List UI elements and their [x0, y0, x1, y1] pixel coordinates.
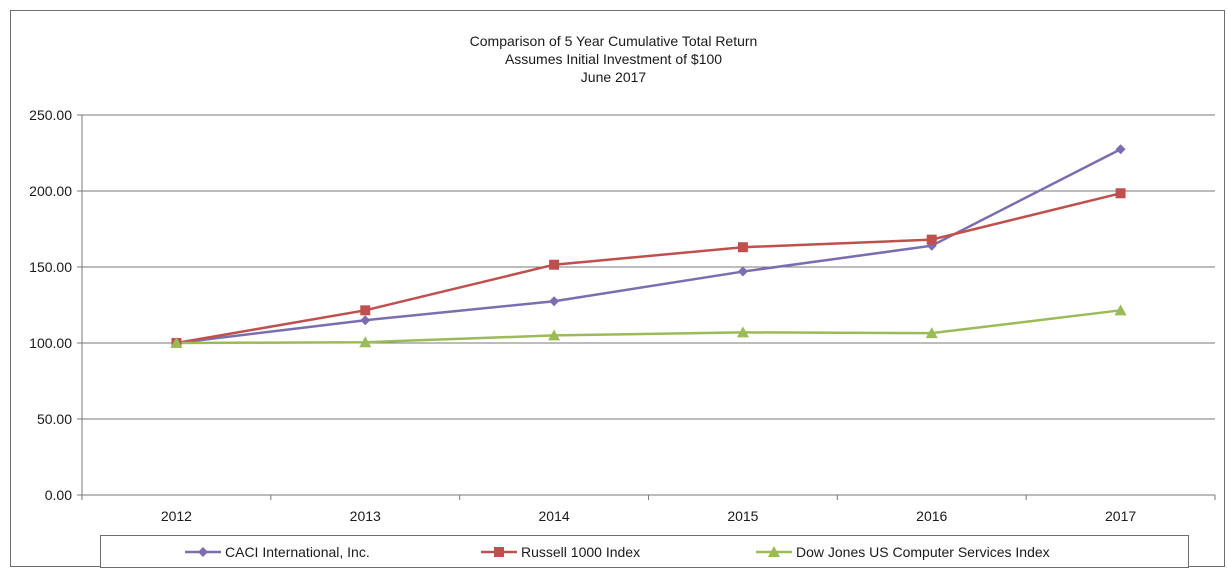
series-1-point-2014: [549, 259, 560, 270]
series-2-point-2015: [736, 326, 749, 338]
series-2-point-2013: [359, 336, 372, 348]
series-1-point-2016: [926, 234, 937, 245]
chart-subtitle-line-2: June 2017: [580, 69, 647, 85]
legend-marker-0: [198, 546, 208, 557]
y-tick-label-5: 250.00: [29, 107, 72, 123]
series-2-point-2012: [170, 337, 183, 348]
x-tick-label-2014: 2014: [539, 508, 570, 524]
legend-item-0: CACI International, Inc.: [185, 536, 370, 567]
series-1-point-2015: [737, 242, 748, 253]
y-tick-label-0: 0.00: [45, 487, 72, 503]
x-tick-label-2015: 2015: [727, 508, 758, 524]
legend-item-2: Dow Jones US Computer Services Index: [756, 536, 1050, 567]
series-0-point-2015: [737, 266, 748, 277]
series-2-point-2014: [548, 329, 561, 341]
x-tick-label-2012: 2012: [161, 508, 192, 524]
legend-swatch-2: [756, 545, 792, 557]
legend-label-0: CACI International, Inc.: [225, 543, 370, 560]
legend-marker-2: [768, 545, 780, 557]
series-1-point-2013: [360, 305, 371, 316]
y-tick-label-4: 200.00: [29, 183, 72, 199]
chart-title: Comparison of 5 Year Cumulative Total Re…: [469, 33, 758, 49]
series-0-point-2014: [549, 296, 560, 307]
series-0-point-2017: [1115, 144, 1126, 155]
legend-swatch-0: [185, 546, 221, 557]
chart-title-block: Comparison of 5 Year Cumulative Total Re…: [0, 32, 1227, 86]
chart-legend: CACI International, Inc. Russell 1000 Ind…: [100, 535, 1189, 568]
x-tick-label-2013: 2013: [350, 508, 381, 524]
legend-label-1: Russell 1000 Index: [521, 543, 641, 560]
series-1-point-2017: [1115, 188, 1126, 199]
series-0-point-2013: [360, 315, 371, 326]
x-tick-label-2016: 2016: [916, 508, 947, 524]
series-2-point-2017: [1114, 304, 1127, 316]
y-tick-label-1: 50.00: [37, 411, 72, 427]
series-line-2: [176, 309, 1121, 345]
legend-marker-1: [494, 546, 504, 557]
y-tick-label-3: 150.00: [29, 259, 72, 275]
legend-label-2: Dow Jones US Computer Services Index: [796, 543, 1050, 560]
legend-item-1: Russell 1000 Index: [481, 536, 640, 567]
y-tick-label-2: 100.00: [29, 335, 72, 351]
chart-frame: [10, 10, 1225, 567]
series-2-point-2016: [925, 327, 938, 339]
x-tick-label-2017: 2017: [1105, 508, 1136, 524]
series-line-0: [176, 148, 1122, 345]
legend-swatch-1: [481, 546, 517, 557]
chart-subtitle-line-1: Assumes Initial Investment of $100: [504, 51, 723, 67]
series-line-1: [176, 192, 1121, 345]
